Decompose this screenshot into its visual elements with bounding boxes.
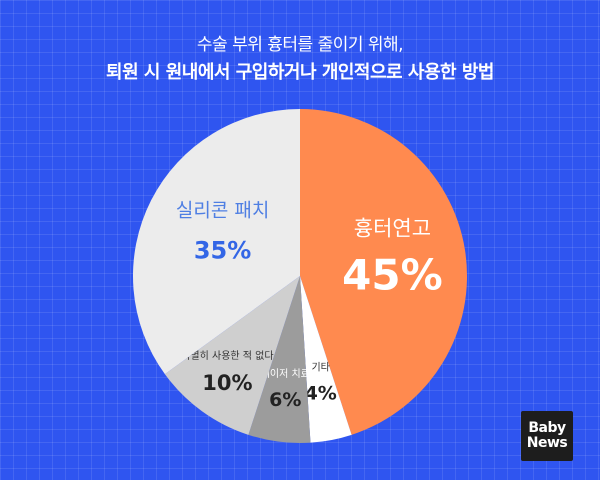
logo-line-2: News [526,435,568,451]
pie-slice-기타 [300,276,352,443]
slice-label-특별히-사용한-적-없다: 특별히 사용한 적 없다 [181,349,273,362]
slice-value-기타: 4% [305,382,337,404]
pie-slice-흉터연고 [300,109,468,435]
babynews-logo: Baby News [521,411,573,461]
chart-subtitle: 수술 부위 흉터를 줄이기 위해, [196,35,404,55]
pie-slice-레이저-치료 [248,276,311,444]
logo-line-1: Baby [528,420,566,437]
pie-slice-실리콘-패치 [132,109,300,375]
slice-label-레이저-치료: 레이저 치료 [261,368,310,380]
slice-label-기타: 기타 [311,361,329,373]
pie-slice-특별히-사용한-적-없다 [164,276,300,435]
slice-value-실리콘-패치: 35% [194,237,251,265]
slice-value-흉터연고: 45% [342,250,443,299]
slice-value-특별히-사용한-적-없다: 10% [202,371,252,395]
slice-label-실리콘-패치: 실리콘 패치 [176,200,269,222]
chart-title: 퇴원 시 원내에서 구입하거나 개인적으로 사용한 방법 [106,62,494,83]
slice-value-레이저-치료: 6% [269,389,301,411]
slice-label-흉터연고: 흉터연고 [354,216,431,240]
